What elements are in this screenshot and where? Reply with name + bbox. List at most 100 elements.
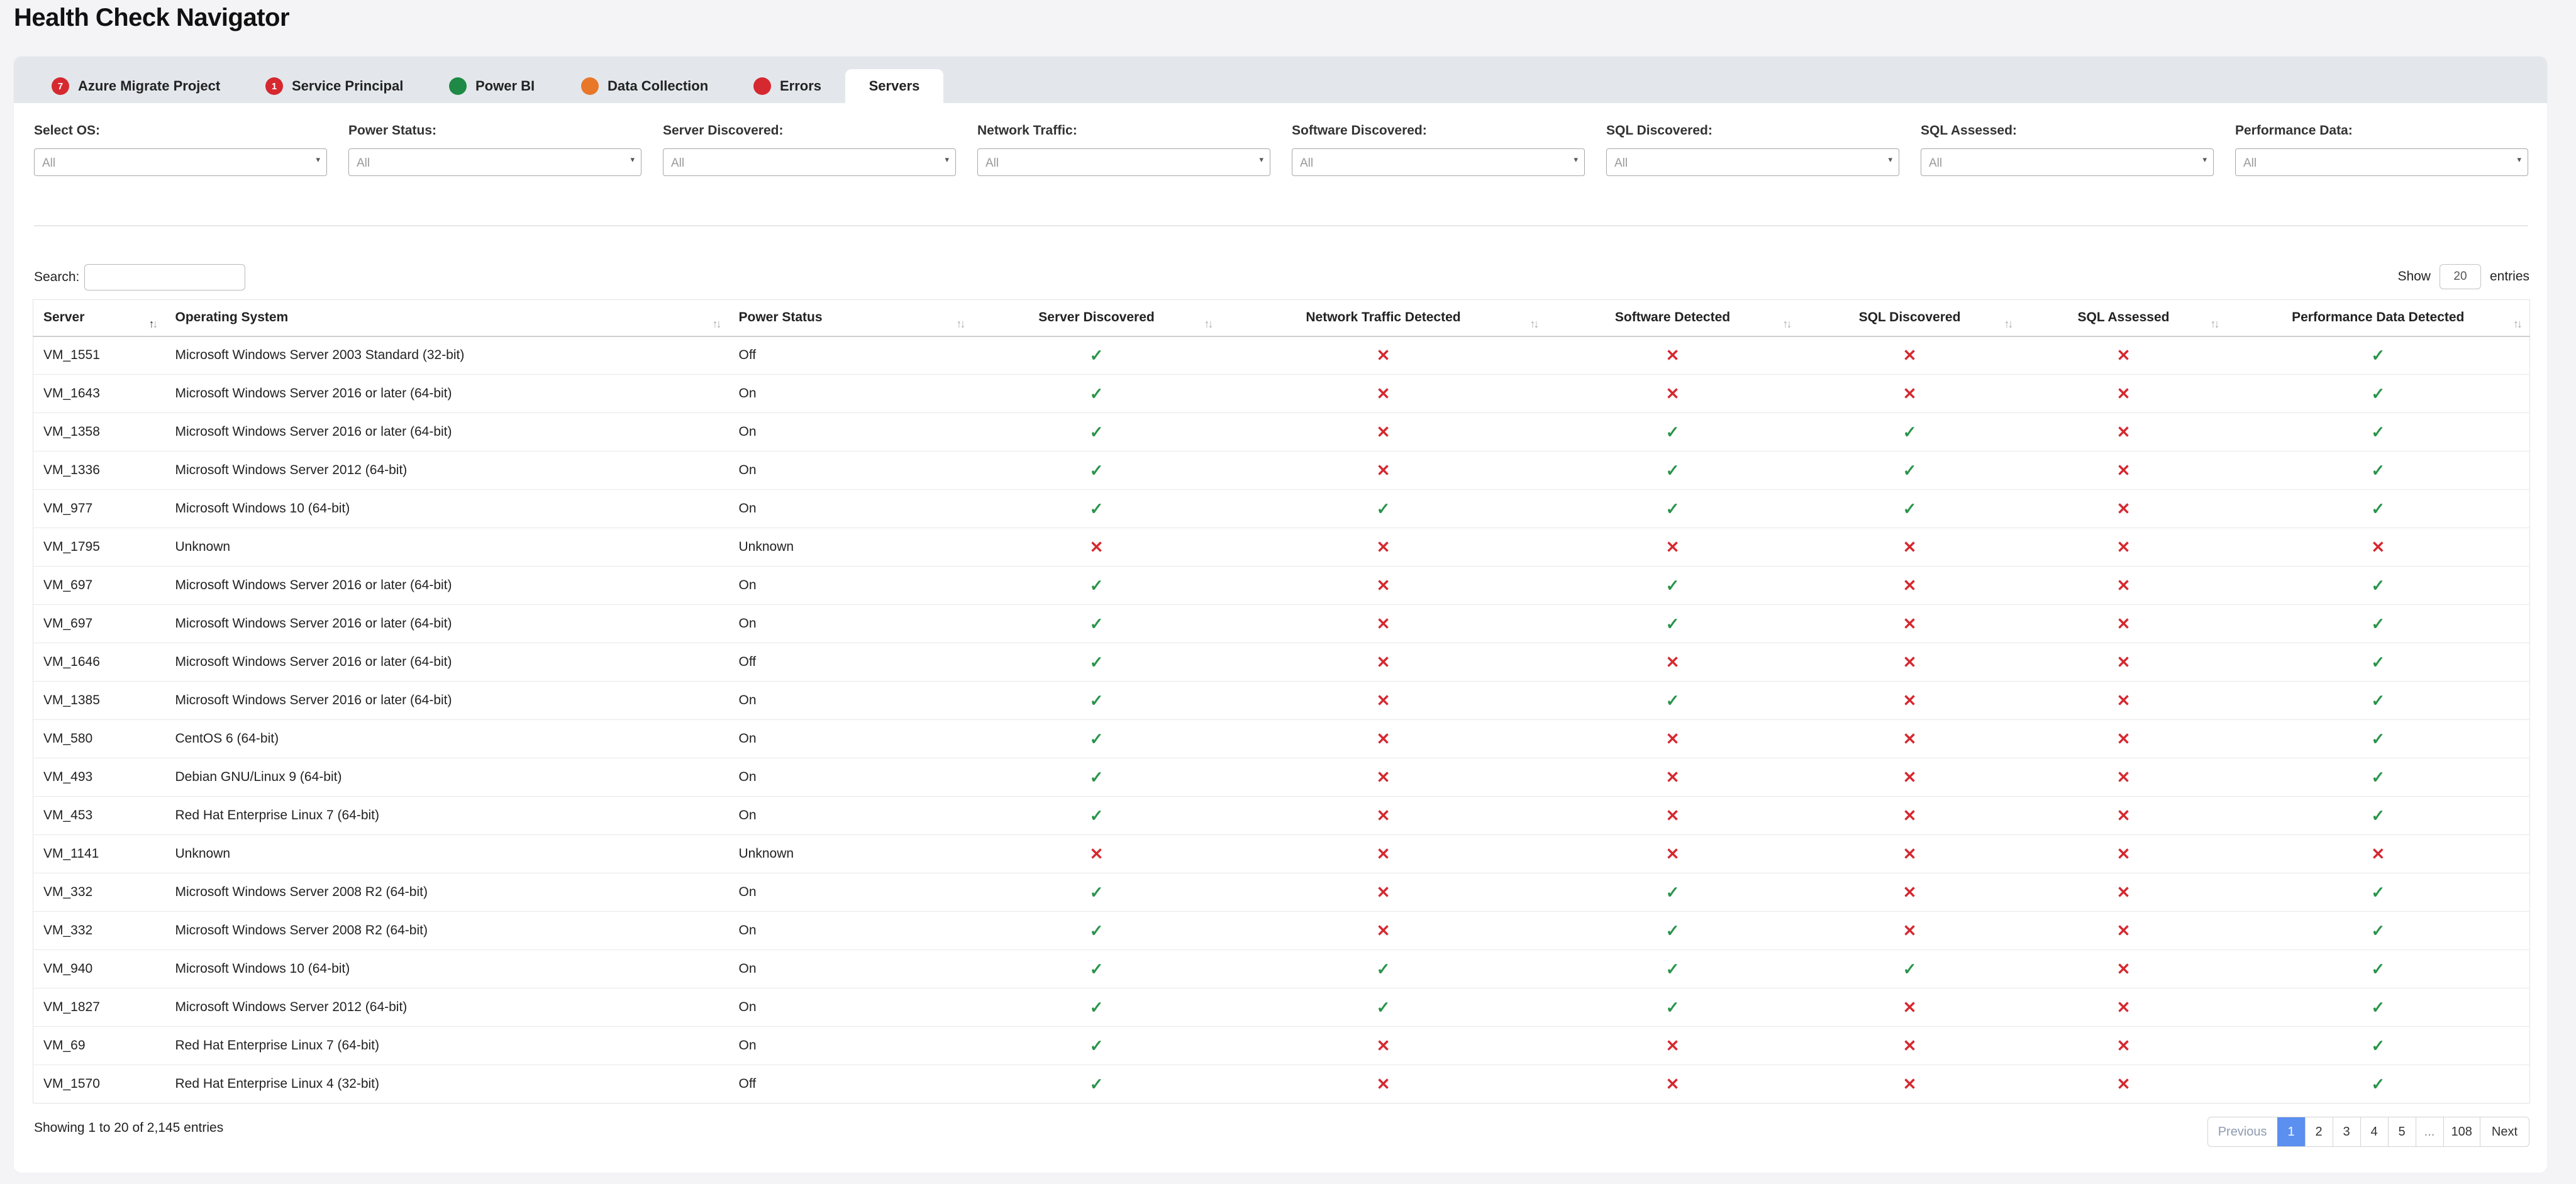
status-cell: ✕	[2020, 988, 2227, 1027]
table-row[interactable]: VM_493 Debian GNU/Linux 9 (64-bit) On ✓ ✕ ✕ ✕ ✕…	[33, 758, 2530, 797]
sort-icon: ↑↓	[1204, 317, 1214, 330]
table-row[interactable]: VM_940 Microsoft Windows 10 (64-bit) On ✓ ✓ ✓…	[33, 949, 2530, 988]
status-cell: ✕	[2020, 1065, 2227, 1104]
filter-sql-assessed: SQL Assessed: All ▾	[1921, 123, 2214, 176]
column-header-server[interactable]: Server ↑↓	[33, 299, 165, 337]
cross-icon: ✕	[1376, 652, 1391, 672]
column-header-performance-data[interactable]: Performance Data Detected ↑↓	[2226, 299, 2530, 337]
check-icon: ✓	[2371, 997, 2385, 1017]
column-header-software-detected[interactable]: Software Detected ↑↓	[1546, 299, 1799, 337]
pagination-page[interactable]: 5	[2387, 1117, 2416, 1146]
column-header-network-traffic[interactable]: Network Traffic Detected ↑↓	[1220, 299, 1546, 337]
dropdown-arrow-icon: ▾	[2517, 155, 2521, 164]
tab-servers[interactable]: Servers	[845, 69, 943, 103]
table-row[interactable]: VM_69 Red Hat Enterprise Linux 7 (64-bit)…	[33, 1026, 2530, 1065]
cross-icon: ✕	[1376, 805, 1391, 825]
table-row[interactable]: VM_1141 Unknown Unknown ✕ ✕ ✕ ✕ ✕ ✕	[33, 834, 2530, 873]
cross-icon: ✕	[2116, 729, 2131, 748]
table-row[interactable]: VM_332 Microsoft Windows Server 2008 R2 (…	[33, 911, 2530, 950]
check-icon: ✓	[2371, 805, 2385, 825]
table-row[interactable]: VM_1358 Microsoft Windows Server 2016 or …	[33, 412, 2530, 451]
check-icon: ✓	[1902, 959, 1917, 978]
table-row[interactable]: VM_697 Microsoft Windows Server 2016 or l…	[33, 604, 2530, 643]
status-cell: ✕	[2020, 796, 2227, 835]
status-cell: ✕	[2020, 758, 2227, 797]
entries-select[interactable]: 20	[2439, 264, 2481, 289]
search-input[interactable]	[84, 264, 246, 290]
check-icon: ✓	[2371, 1074, 2385, 1093]
server-discovered-select[interactable]: All ▾	[663, 148, 956, 176]
check-icon: ✓	[1902, 460, 1917, 480]
os-cell: Microsoft Windows Server 2016 or later (…	[165, 604, 729, 643]
os-cell: Microsoft Windows Server 2016 or later (…	[165, 681, 729, 720]
table-row[interactable]: VM_1643 Microsoft Windows Server 2016 or …	[33, 374, 2530, 413]
pagination-page[interactable]: 3	[2332, 1117, 2360, 1146]
column-header-power-status[interactable]: Power Status ↑↓	[728, 299, 973, 337]
tab-azure-migrate-project[interactable]: 7 Azure Migrate Project	[52, 69, 220, 103]
pagination-page[interactable]: 4	[2360, 1117, 2388, 1146]
column-header-sql-assessed[interactable]: SQL Assessed ↑↓	[2020, 299, 2227, 337]
power-status-cell: On	[728, 566, 973, 605]
check-icon: ✓	[2371, 345, 2385, 365]
table-row[interactable]: VM_977 Microsoft Windows 10 (64-bit) On ✓ ✓ ✓…	[33, 489, 2530, 528]
check-icon: ✓	[1665, 422, 1680, 441]
cross-icon: ✕	[1665, 1036, 1680, 1055]
cross-icon: ✕	[2116, 1036, 2131, 1055]
column-header-server-discovered[interactable]: Server Discovered ↑↓	[972, 299, 1221, 337]
tab-data-collection[interactable]: Data Collection	[581, 69, 708, 103]
sql-discovered-select[interactable]: All ▾	[1606, 148, 1899, 176]
server-name-cell: VM_1141	[33, 834, 165, 873]
sort-icon: ↑↓	[1530, 317, 1540, 330]
column-header-operating-system[interactable]: Operating System ↑↓	[165, 299, 729, 337]
table-row[interactable]: VM_1795 Unknown Unknown ✕ ✕ ✕ ✕ ✕ ✕	[33, 528, 2530, 567]
column-header-sql-discovered[interactable]: SQL Discovered ↑↓	[1799, 299, 2021, 337]
table-row[interactable]: VM_453 Red Hat Enterprise Linux 7 (64-bit…	[33, 796, 2530, 835]
entries-value: 20	[2453, 270, 2467, 283]
server-name-cell: VM_1336	[33, 451, 165, 490]
check-icon: ✓	[1089, 767, 1104, 787]
cross-icon: ✕	[2116, 805, 2131, 825]
cross-icon: ✕	[1665, 844, 1680, 863]
power-status-select[interactable]: All ▾	[348, 148, 641, 176]
status-cell: ✕	[1220, 374, 1546, 413]
sql-assessed-select[interactable]: All ▾	[1921, 148, 2214, 176]
tab-errors[interactable]: Errors	[753, 69, 821, 103]
cross-icon: ✕	[2116, 422, 2131, 441]
table-row[interactable]: VM_1336 Microsoft Windows Server 2012 (64…	[33, 451, 2530, 490]
sort-icon: ↑↓	[956, 317, 966, 330]
table-row[interactable]: VM_332 Microsoft Windows Server 2008 R2 (…	[33, 873, 2530, 912]
tab-power-bi[interactable]: Power BI	[449, 69, 535, 103]
table-row[interactable]: VM_1570 Red Hat Enterprise Linux 4 (32-bi…	[33, 1065, 2530, 1104]
pagination-page[interactable]: 1	[2277, 1117, 2305, 1146]
status-cell: ✓	[972, 988, 1221, 1027]
pagination-next[interactable]: Next	[2479, 1117, 2529, 1146]
pagination-previous[interactable]: Previous	[2218, 1124, 2267, 1139]
cross-icon: ✕	[1376, 690, 1391, 710]
cross-icon: ✕	[1376, 844, 1391, 863]
check-icon: ✓	[1665, 882, 1680, 902]
network-traffic-select[interactable]: All ▾	[977, 148, 1270, 176]
table-row[interactable]: VM_1385 Microsoft Windows Server 2016 or …	[33, 681, 2530, 720]
select-value: All	[357, 157, 370, 170]
performance-data-select[interactable]: All ▾	[2235, 148, 2528, 176]
pagination-page[interactable]: 108	[2443, 1117, 2480, 1146]
table-row[interactable]: VM_580 CentOS 6 (64-bit) On ✓ ✕ ✕ ✕ ✕ ✓	[33, 719, 2530, 758]
software-discovered-select[interactable]: All ▾	[1292, 148, 1585, 176]
status-cell: ✓	[1546, 988, 1799, 1027]
tab-service-principal[interactable]: 1 Service Principal	[265, 69, 403, 103]
server-name-cell: VM_1795	[33, 528, 165, 567]
table-row[interactable]: VM_697 Microsoft Windows Server 2016 or l…	[33, 566, 2530, 605]
os-cell: Microsoft Windows Server 2008 R2 (64-bit…	[165, 873, 729, 912]
table-row[interactable]: VM_1551 Microsoft Windows Server 2003 Sta…	[33, 336, 2530, 375]
check-icon: ✓	[2371, 959, 2385, 978]
os-cell: Unknown	[165, 528, 729, 567]
cross-icon: ✕	[2116, 997, 2131, 1017]
filter-label: Select OS:	[34, 123, 101, 138]
table-row[interactable]: VM_1827 Microsoft Windows Server 2012 (64…	[33, 988, 2530, 1027]
cross-icon: ✕	[2116, 499, 2131, 518]
os-select[interactable]: All ▾	[34, 148, 327, 176]
table-row[interactable]: VM_1646 Microsoft Windows Server 2016 or …	[33, 643, 2530, 682]
check-icon: ✓	[1089, 882, 1104, 902]
table-info: Showing 1 to 20 of 2,145 entries	[34, 1120, 224, 1135]
pagination-page[interactable]: 2	[2304, 1117, 2333, 1146]
